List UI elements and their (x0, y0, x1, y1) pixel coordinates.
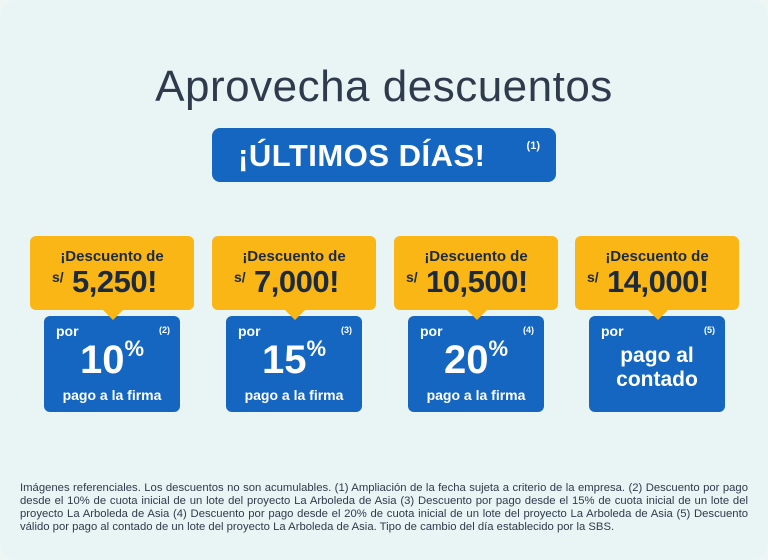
discount-amount-box: ¡Descuento de s/ 5,250! (30, 236, 194, 310)
footnote-ref: (2) (159, 325, 170, 335)
footnote-ref: (4) (523, 325, 534, 335)
currency-symbol: s/ (234, 269, 246, 285)
pointer-notch (284, 309, 306, 320)
discount-amount-box: ¡Descuento de s/ 14,000! (575, 236, 739, 310)
discount-heading: ¡Descuento de (605, 248, 709, 265)
payment-type-line-1: pago al (620, 344, 694, 367)
discount-amount: 5,250! (72, 264, 157, 299)
discount-amount: 10,500! (426, 264, 528, 299)
payment-condition-box: por (5) pago al contado (589, 316, 725, 412)
payment-condition-box: por (3) 15% pago a la firma (226, 316, 362, 412)
payment-type: pago a la firma (426, 387, 526, 403)
page-title: Aprovecha descuentos (155, 62, 613, 111)
pointer-notch (647, 309, 669, 320)
percent-value: 10% (79, 336, 145, 382)
banner-text: ¡ÚLTIMOS DÍAS! (238, 138, 486, 173)
ultimos-dias-banner: ¡ÚLTIMOS DÍAS! (1) (212, 128, 556, 182)
payment-type: pago a la firma (62, 387, 162, 403)
offer-card-1: ¡Descuento de s/ 5,250! por (2) 10% pago… (30, 236, 194, 414)
por-label: por (56, 323, 79, 339)
currency-symbol: s/ (52, 269, 64, 285)
currency-symbol: s/ (587, 269, 599, 285)
payment-type: pago al contado (589, 344, 725, 392)
pointer-notch (102, 309, 124, 320)
payment-condition-box: por (4) 20% pago a la firma (408, 316, 544, 412)
discount-heading: ¡Descuento de (60, 248, 164, 265)
currency-symbol: s/ (406, 269, 418, 285)
pointer-notch (466, 309, 488, 320)
discount-amount: 14,000! (607, 264, 709, 299)
payment-type: pago a la firma (244, 387, 344, 403)
discount-amount-box: ¡Descuento de s/ 10,500! (394, 236, 558, 310)
offer-card-3: ¡Descuento de s/ 10,500! por (4) 20% pag… (394, 236, 558, 414)
banner-note: (1) (526, 140, 540, 152)
offer-card-2: ¡Descuento de s/ 7,000! por (3) 15% pago… (212, 236, 376, 414)
percent-value: 20% (443, 336, 509, 382)
payment-type-line-2: contado (616, 368, 698, 391)
por-label: por (420, 323, 443, 339)
offer-card-4: ¡Descuento de s/ 14,000! por (5) pago al… (575, 236, 739, 414)
payment-condition-box: por (2) 10% pago a la firma (44, 316, 180, 412)
percent-value: 15% (261, 336, 327, 382)
footnote-ref: (3) (341, 325, 352, 335)
discount-amount: 7,000! (254, 264, 339, 299)
por-label: por (238, 323, 261, 339)
por-label: por (601, 323, 624, 339)
discount-heading: ¡Descuento de (424, 248, 528, 265)
footnote-ref: (5) (704, 325, 715, 335)
discount-amount-box: ¡Descuento de s/ 7,000! (212, 236, 376, 310)
legal-footnote: Imágenes referenciales. Los descuentos n… (20, 482, 748, 533)
discount-heading: ¡Descuento de (242, 248, 346, 265)
